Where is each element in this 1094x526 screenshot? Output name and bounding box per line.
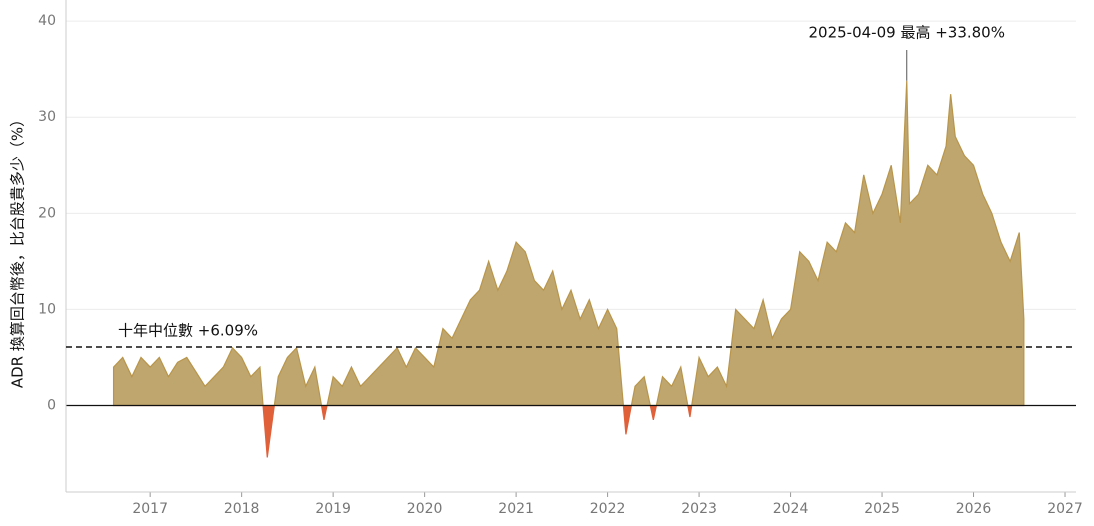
x-tick-label: 2021 [498,501,534,517]
y-tick-label: 0 [47,398,56,414]
x-tick-label: 2020 [407,501,443,517]
x-tick-label: 2023 [681,501,717,517]
y-tick-label: 30 [38,109,56,125]
median-label: 十年中位數 +6.09% [118,321,258,339]
y-tick-label: 20 [38,205,56,221]
y-tick-label: 10 [38,301,56,317]
x-tick-label: 2024 [773,501,809,517]
area [112,80,1025,406]
annotation-label: 2025-04-09 最高 +33.80% [809,24,1005,42]
x-tick-label: 2019 [315,501,351,517]
x-tick-label: 2026 [956,501,992,517]
x-tick-label: 2025 [864,501,900,517]
y-axis-label: ADR 換算回台幣後，比台股貴多少（%） [9,112,27,388]
x-tick-label: 2022 [590,501,626,517]
x-tick-label: 2017 [132,501,168,517]
negative-area [112,405,1025,458]
x-tick-label: 2027 [1047,501,1083,517]
y-tick-label: 40 [38,13,56,29]
x-tick-label: 2018 [224,501,260,517]
